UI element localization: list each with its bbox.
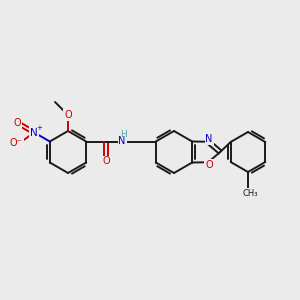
Text: CH₃: CH₃ [242, 188, 258, 197]
Text: O⁻: O⁻ [10, 137, 22, 148]
Text: N: N [118, 136, 126, 146]
Text: N: N [30, 128, 38, 137]
Text: +: + [36, 125, 42, 131]
Text: O: O [64, 110, 72, 120]
Text: H: H [120, 130, 127, 139]
Text: N: N [206, 134, 213, 144]
Text: O: O [102, 157, 110, 166]
Text: O: O [14, 118, 21, 128]
Text: O: O [206, 160, 213, 170]
